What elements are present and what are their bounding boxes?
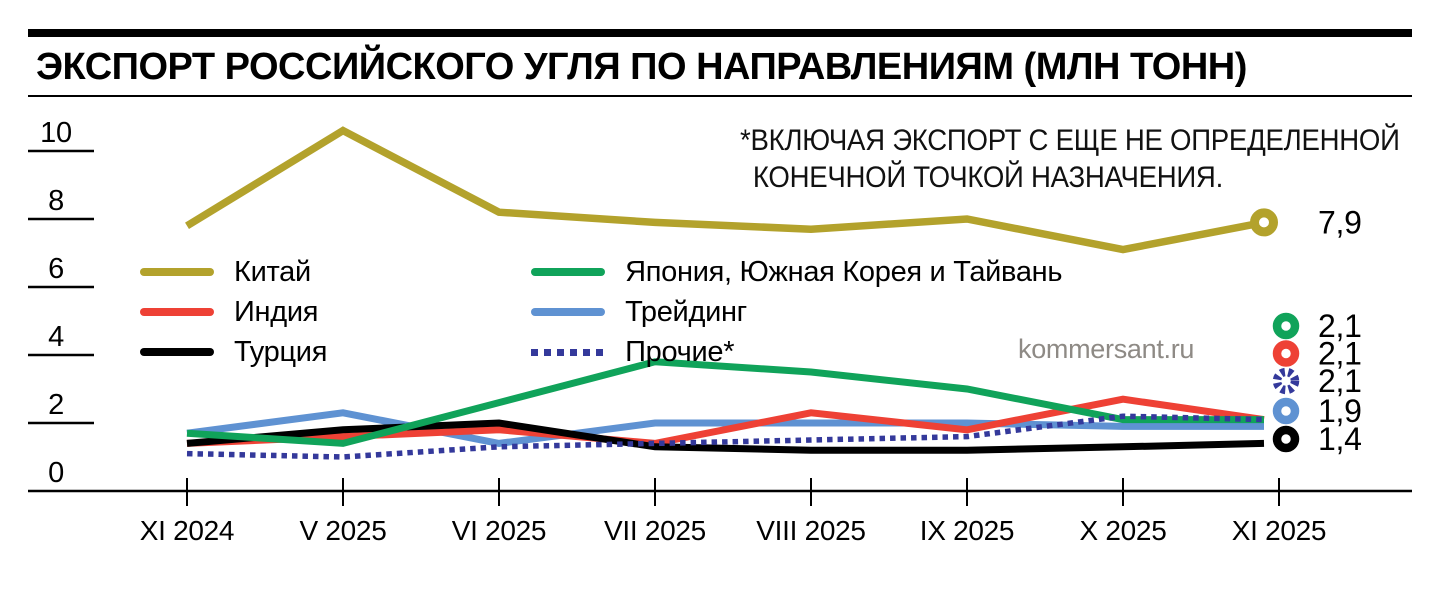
legend-swatch-icon bbox=[531, 348, 606, 356]
footnote-line-2: КОНЕЧНОЙ ТОЧКОЙ НАЗНАЧЕНИЯ. bbox=[752, 161, 1223, 194]
series-end-value-turkey: 1,4 bbox=[1318, 421, 1362, 457]
legend-label: Турция bbox=[234, 335, 328, 368]
page-title: ЭКСПОРТ РОССИЙСКОГО УГЛЯ ПО НАПРАВЛЕНИЯМ… bbox=[36, 46, 1247, 88]
legend-column-1: Китай Индия Турция bbox=[140, 252, 327, 372]
series-line-japan-korea-taiwan bbox=[186, 358, 1264, 447]
legend-swatch-icon bbox=[140, 268, 214, 276]
x-axis-label: VII 2025 bbox=[604, 515, 706, 546]
series-end-value-trading: 1,9 bbox=[1318, 393, 1362, 429]
series-end-marker-turkey bbox=[1272, 425, 1300, 453]
series-end-value-india: 2,1 bbox=[1318, 336, 1362, 372]
series-end-value-china: 7,9 bbox=[1318, 204, 1362, 240]
series-end-value-japan-korea-taiwan: 2,1 bbox=[1318, 308, 1362, 344]
x-axis-label: V 2025 bbox=[300, 515, 387, 546]
x-axis-label: VI 2025 bbox=[452, 515, 546, 546]
y-axis-label: 10 bbox=[40, 117, 72, 149]
legend-item-turkey: Турция bbox=[140, 332, 327, 372]
y-axis-label: 0 bbox=[48, 457, 64, 489]
series-line-turkey bbox=[186, 419, 1265, 454]
legend: Китай Индия Турция Япония, Южная Корея и… bbox=[140, 252, 1062, 372]
y-axis-label: 4 bbox=[48, 321, 64, 353]
series-end-marker-trading bbox=[1272, 397, 1300, 425]
legend-label: Прочие* bbox=[625, 335, 735, 368]
x-axis-label: X 2025 bbox=[1080, 515, 1167, 546]
top-rule bbox=[28, 29, 1412, 37]
legend-item-others: Прочие* bbox=[357, 332, 1062, 372]
legend-item-japan-korea-taiwan: Япония, Южная Корея и Тайвань bbox=[357, 252, 1062, 292]
legend-label: Япония, Южная Корея и Тайвань bbox=[625, 255, 1063, 288]
y-axis-label: 8 bbox=[48, 185, 64, 217]
series-end-marker-india bbox=[1272, 340, 1300, 367]
legend-swatch-icon bbox=[140, 308, 214, 316]
y-axis-label: 6 bbox=[48, 253, 64, 285]
series-end-value-others: 2,1 bbox=[1318, 363, 1362, 399]
series-line-others bbox=[186, 413, 1265, 460]
legend-item-trading: Трейдинг bbox=[357, 292, 1062, 332]
y-axis-label: 2 bbox=[48, 389, 64, 421]
series-end-marker-others bbox=[1272, 367, 1300, 395]
series-end-marker-japan-korea-taiwan bbox=[1272, 312, 1300, 340]
legend-label: Индия bbox=[234, 295, 319, 328]
footnote-annotation: *ВКЛЮЧАЯ ЭКСПОРТ С ЕЩЕ НЕ ОПРЕДЕЛЕННОЙ К… bbox=[740, 122, 1400, 196]
watermark: kommersant.ru bbox=[1018, 334, 1195, 364]
legend-label: Китай bbox=[234, 255, 311, 288]
title-underline-rule bbox=[28, 95, 1412, 97]
footnote-line-1: *ВКЛЮЧАЯ ЭКСПОРТ С ЕЩЕ НЕ ОПРЕДЕЛЕННОЙ bbox=[740, 124, 1400, 157]
series-line-trading bbox=[186, 409, 1264, 447]
legend-swatch-icon bbox=[140, 348, 214, 356]
legend-label: Трейдинг bbox=[625, 295, 747, 328]
x-axis-label: IX 2025 bbox=[920, 515, 1014, 546]
series-line-china bbox=[185, 126, 1265, 254]
x-axis-label: VIII 2025 bbox=[756, 515, 865, 546]
x-axis-label: XI 2024 bbox=[140, 515, 234, 546]
legend-swatch-icon bbox=[531, 268, 606, 276]
x-axis-label: XI 2025 bbox=[1232, 515, 1326, 546]
series-end-marker-china bbox=[1250, 208, 1278, 237]
legend-swatch-icon bbox=[531, 308, 606, 316]
legend-item-china: Китай bbox=[140, 252, 327, 292]
legend-item-india: Индия bbox=[140, 292, 327, 332]
legend-column-2: Япония, Южная Корея и Тайвань Трейдинг П… bbox=[357, 252, 1062, 372]
